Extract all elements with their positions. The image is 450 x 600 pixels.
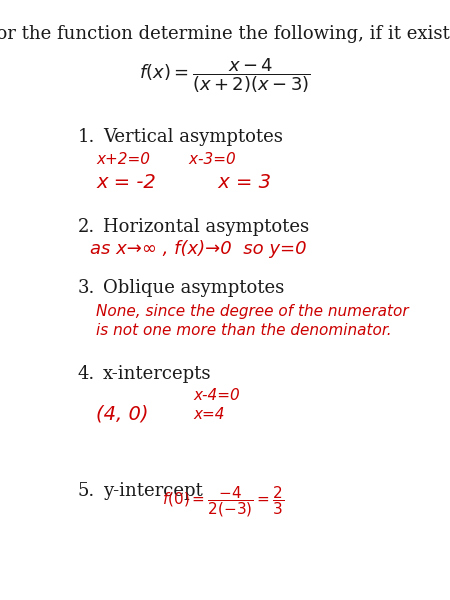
Text: For the function determine the following, if it exists.: For the function determine the following… — [0, 25, 450, 43]
Text: 3.: 3. — [78, 279, 95, 297]
Text: $f(x) = \dfrac{x-4}{(x+2)(x-3)}$: $f(x) = \dfrac{x-4}{(x+2)(x-3)}$ — [139, 56, 311, 95]
Text: is not one more than the denominator.: is not one more than the denominator. — [96, 323, 392, 338]
Text: 2.: 2. — [78, 218, 95, 236]
Text: x=4: x=4 — [194, 407, 225, 422]
Text: as x→∞ , f(x)→0  so y=0: as x→∞ , f(x)→0 so y=0 — [90, 241, 307, 259]
Text: x-4=0: x-4=0 — [194, 388, 240, 403]
Text: $f(0) = \dfrac{-4}{2(-3)} = \dfrac{2}{3}$: $f(0) = \dfrac{-4}{2(-3)} = \dfrac{2}{3}… — [162, 485, 284, 520]
Text: None, since the degree of the numerator: None, since the degree of the numerator — [96, 304, 409, 319]
Text: y-intercept: y-intercept — [103, 482, 202, 500]
Text: Horizontal asymptotes: Horizontal asymptotes — [103, 218, 309, 236]
Text: 4.: 4. — [78, 365, 95, 383]
Text: Oblique asymptotes: Oblique asymptotes — [103, 279, 284, 297]
Text: 5.: 5. — [78, 482, 95, 500]
Text: 1.: 1. — [78, 128, 95, 146]
Text: (4, 0): (4, 0) — [96, 404, 149, 424]
Text: x+2=0        x-3=0: x+2=0 x-3=0 — [96, 152, 236, 167]
Text: x = -2          x = 3: x = -2 x = 3 — [96, 173, 271, 193]
Text: Vertical asymptotes: Vertical asymptotes — [103, 128, 283, 146]
Text: x-intercepts: x-intercepts — [103, 365, 211, 383]
